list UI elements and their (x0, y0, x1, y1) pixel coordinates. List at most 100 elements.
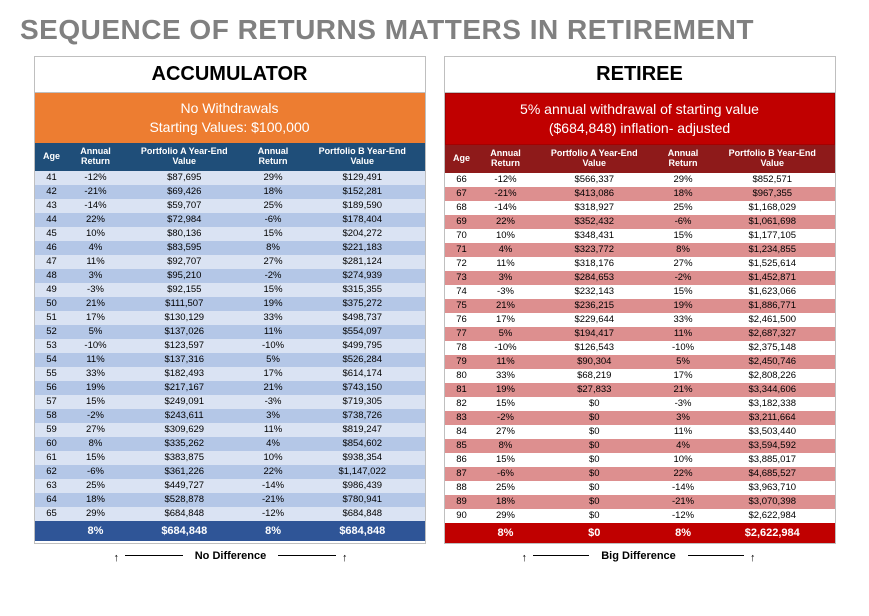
ret-cell: $126,543 (533, 341, 657, 355)
ret-cell: $413,086 (533, 187, 657, 201)
ret-cell: -10% (479, 341, 533, 355)
acc-row: 483%$95,210-2%$274,939 (35, 269, 425, 283)
ret-cell: 69 (445, 215, 479, 229)
ret-cell: $3,211,664 (710, 411, 834, 425)
ret-cell: $1,623,066 (710, 285, 834, 299)
acc-cell: -3% (69, 283, 123, 297)
ret-row: 8033%$68,21917%$2,808,226 (445, 369, 835, 383)
acc-cell: $986,439 (300, 479, 424, 493)
ret-cell: -21% (656, 495, 710, 509)
acc-row: 4510%$80,13615%$204,272 (35, 227, 425, 241)
ret-cell: 8% (656, 243, 710, 257)
ret-cell: 19% (656, 299, 710, 313)
acc-cell: -10% (246, 339, 300, 353)
acc-cell: $335,262 (123, 437, 247, 451)
acc-cell: $123,597 (123, 339, 247, 353)
ret-cell: 75 (445, 299, 479, 313)
acc-cell: $111,507 (123, 297, 247, 311)
acc-cell: $780,941 (300, 493, 424, 507)
acc-col-4: Portfolio B Year-End Value (300, 143, 424, 171)
acc-cell: $449,727 (123, 479, 247, 493)
acc-cell: -21% (246, 493, 300, 507)
ret-cell: 17% (479, 313, 533, 327)
acc-row: 5021%$111,50719%$375,272 (35, 297, 425, 311)
acc-row: 608%$335,2624%$854,602 (35, 437, 425, 451)
ret-cell: 29% (656, 173, 710, 187)
acc-cell: 5% (69, 325, 123, 339)
ret-cell: $852,571 (710, 173, 834, 187)
ret-cell: $2,450,746 (710, 355, 834, 369)
ret-col-4: Portfolio B Year-End Value (710, 145, 834, 173)
ret-cell: $0 (533, 397, 657, 411)
ret-cell: $0 (533, 439, 657, 453)
ret-total-cell: $0 (533, 523, 657, 543)
acc-cell: $315,355 (300, 283, 424, 297)
ret-row: 775%$194,41711%$2,687,327 (445, 327, 835, 341)
ret-cell: $232,143 (533, 285, 657, 299)
ret-cell: 8% (479, 439, 533, 453)
acc-row: 5619%$217,16721%$743,150 (35, 381, 425, 395)
acc-cell: $498,737 (300, 311, 424, 325)
acc-cell: 55 (35, 367, 69, 381)
acc-total-cell: 8% (69, 521, 123, 541)
acc-cell: $719,305 (300, 395, 424, 409)
ret-cell: 73 (445, 271, 479, 285)
acc-cell: 42 (35, 185, 69, 199)
ret-cell: -6% (479, 467, 533, 481)
acc-cell: 25% (69, 479, 123, 493)
ret-cell: 15% (656, 229, 710, 243)
ret-col-3: AnnualReturn (656, 145, 710, 173)
acc-cell: -2% (246, 269, 300, 283)
acc-cell: 51 (35, 311, 69, 325)
accumulator-header: ACCUMULATOR (35, 57, 425, 93)
acc-row: 5927%$309,62911%$819,247 (35, 423, 425, 437)
acc-sub-line2: Starting Values: $100,000 (39, 118, 421, 137)
ret-cell: -14% (479, 201, 533, 215)
ret-cell: 85 (445, 439, 479, 453)
acc-row: 525%$137,02611%$554,097 (35, 325, 425, 339)
acc-row: 6115%$383,87510%$938,354 (35, 451, 425, 465)
acc-cell: $137,316 (123, 353, 247, 367)
ret-cell: $323,772 (533, 243, 657, 257)
acc-row: 6529%$684,848-12%$684,848 (35, 507, 425, 521)
acc-cell: 64 (35, 493, 69, 507)
accumulator-subheader: No Withdrawals Starting Values: $100,000 (35, 93, 425, 143)
acc-cell: 15% (246, 227, 300, 241)
ret-total-cell: $2,622,984 (710, 523, 834, 543)
acc-cell: 22% (69, 213, 123, 227)
ret-row: 87-6%$022%$4,685,527 (445, 467, 835, 481)
ret-row: 74-3%$232,14315%$1,623,066 (445, 285, 835, 299)
acc-cell: 53 (35, 339, 69, 353)
ret-cell: $3,070,398 (710, 495, 834, 509)
acc-row: 5411%$137,3165%$526,284 (35, 353, 425, 367)
ret-cell: $3,503,440 (710, 425, 834, 439)
ret-row: 8615%$010%$3,885,017 (445, 453, 835, 467)
ret-cell: $284,653 (533, 271, 657, 285)
ret-cell: $2,808,226 (710, 369, 834, 383)
ret-cell: $0 (533, 425, 657, 439)
ret-cell: 5% (479, 327, 533, 341)
ret-cell: $1,234,855 (710, 243, 834, 257)
ret-cell: $1,177,105 (710, 229, 834, 243)
acc-cell: $80,136 (123, 227, 247, 241)
ret-cell: 27% (656, 257, 710, 271)
acc-cell: $526,284 (300, 353, 424, 367)
acc-row: 58-2%$243,6113%$738,726 (35, 409, 425, 423)
acc-cell: -3% (246, 395, 300, 409)
ret-sub-line1: 5% annual withdrawal of starting value (450, 100, 830, 119)
ret-cell: 11% (656, 327, 710, 341)
ret-cell: -3% (656, 397, 710, 411)
acc-cell: 29% (246, 171, 300, 185)
ret-cell: 84 (445, 425, 479, 439)
ret-row: 733%$284,653-2%$1,452,871 (445, 271, 835, 285)
acc-cell: 58 (35, 409, 69, 423)
ret-cell: -6% (656, 215, 710, 229)
acc-cell: 11% (246, 423, 300, 437)
acc-col-1: AnnualReturn (69, 143, 123, 171)
ret-cell: $1,061,698 (710, 215, 834, 229)
acc-cell: 45 (35, 227, 69, 241)
ret-sub-line2: ($684,848) inflation- adjusted (450, 119, 830, 138)
acc-cell: -12% (69, 171, 123, 185)
acc-cell: $59,707 (123, 199, 247, 213)
acc-cell: -12% (246, 507, 300, 521)
